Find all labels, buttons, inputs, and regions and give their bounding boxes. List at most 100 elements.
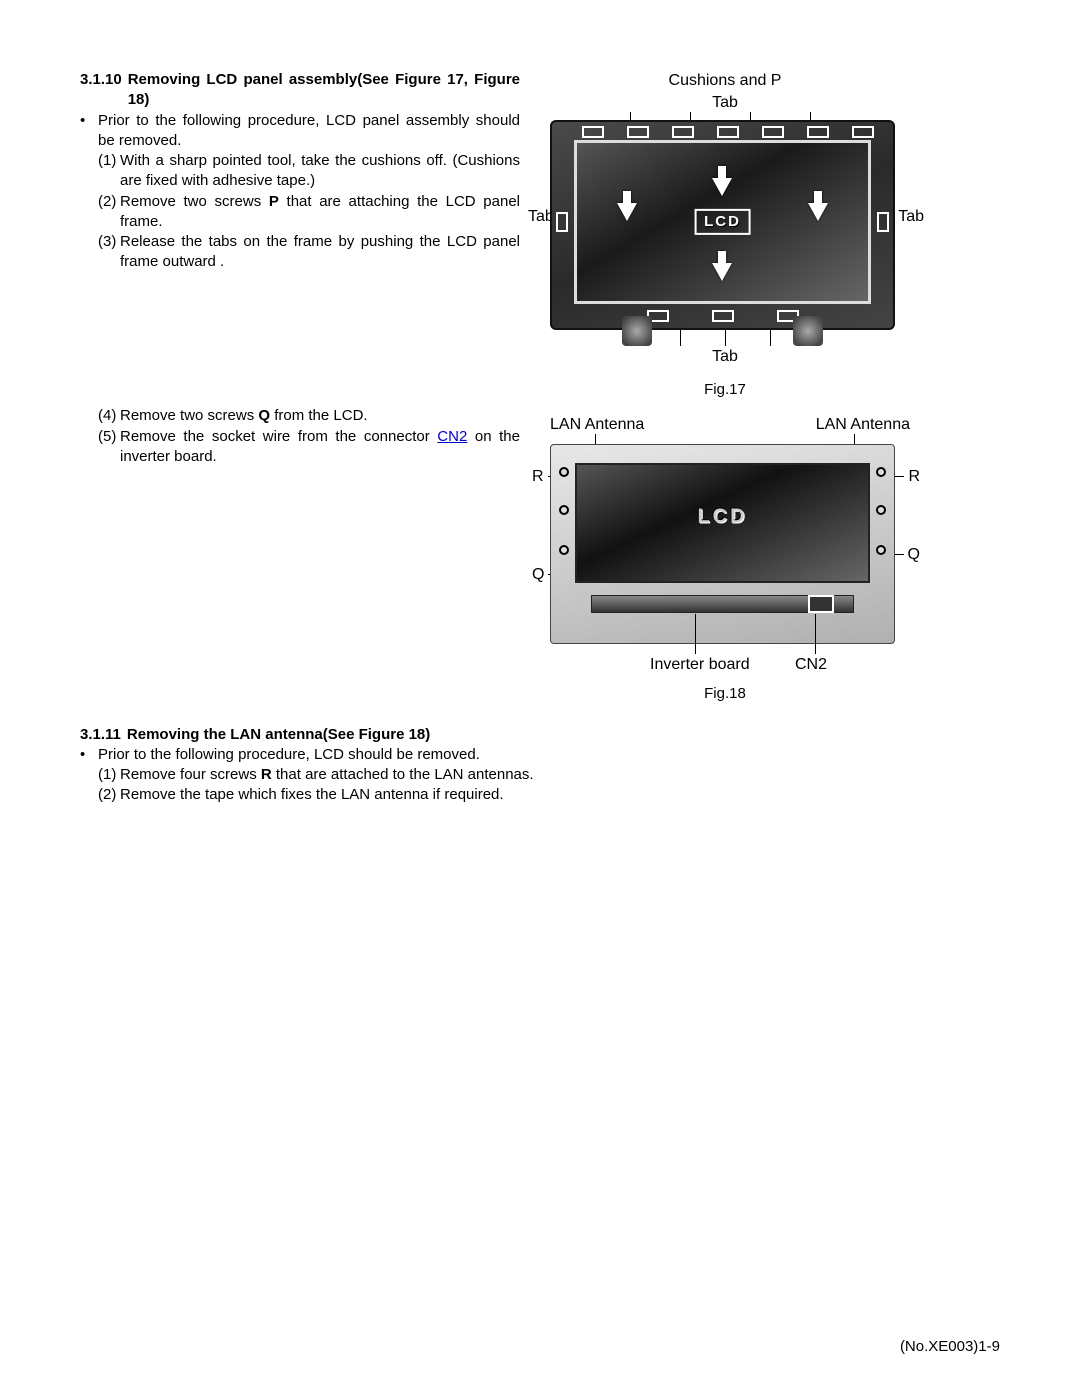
step-number: (2) xyxy=(98,192,120,233)
label-lan-right: LAN Antenna xyxy=(816,414,910,436)
section-heading-3-1-10: 3.1.10 Removing LCD panel assembly(See F… xyxy=(80,70,520,111)
label-Q-right: Q xyxy=(908,544,920,566)
bullet-text: Prior to the following procedure, LCD sh… xyxy=(98,745,600,765)
leader-line xyxy=(725,330,726,346)
section-title: Removing LCD panel assembly(See Figure 1… xyxy=(128,70,520,111)
text-col-1: 3.1.10 Removing LCD panel assembly(See F… xyxy=(80,70,520,400)
label-tab-bottom: Tab xyxy=(712,346,738,368)
fig17-caption: Fig.17 xyxy=(540,380,910,400)
bold-R: R xyxy=(261,766,272,783)
step-number: (2) xyxy=(98,785,120,805)
section-3-1-11: 3.1.11 Removing the LAN antenna(See Figu… xyxy=(80,725,600,806)
step-text: Remove two screws P that are attaching t… xyxy=(120,192,520,233)
page-footer: (No.XE003)1-9 xyxy=(900,1337,1000,1357)
arrow-icon xyxy=(712,263,732,281)
step-s2-1: (1) Remove four screws R that are attach… xyxy=(80,765,600,785)
label-cn2: CN2 xyxy=(795,654,827,676)
step-2: (2) Remove two screws P that are attachi… xyxy=(80,192,520,233)
section-number: 3.1.11 xyxy=(80,725,121,745)
arrow-icon xyxy=(712,178,732,196)
page-content: 3.1.10 Removing LCD panel assembly(See F… xyxy=(80,70,1000,806)
step-text: Release the tabs on the frame by pushing… xyxy=(120,232,520,273)
step-text: Remove the socket wire from the connecto… xyxy=(120,427,520,468)
text-pre: Remove the socket wire from the connecto… xyxy=(120,428,437,445)
cushion-marker xyxy=(852,126,874,138)
fig17-inner-panel: LCD xyxy=(574,140,871,304)
fig17-top-label: Cushions and P Tab xyxy=(669,70,782,113)
text-post: from the LCD. xyxy=(270,407,368,424)
tab-marker xyxy=(556,212,568,232)
step-number: (4) xyxy=(98,406,120,426)
text-post: that are attached to the LAN antennas. xyxy=(272,766,534,783)
step-text: With a sharp pointed tool, take the cush… xyxy=(120,151,520,192)
step-number: (1) xyxy=(98,151,120,192)
tab-marker xyxy=(877,212,889,232)
leader-line xyxy=(815,614,816,654)
lcd-label: LCD xyxy=(697,504,747,531)
lcd-label: LCD xyxy=(694,209,751,235)
bullet-text: Prior to the following procedure, LCD pa… xyxy=(98,111,520,152)
step-text: Remove the tape which fixes the LAN ante… xyxy=(120,785,600,805)
cushion-marker xyxy=(712,310,734,322)
screw-R2 xyxy=(876,505,886,515)
section-number: 3.1.10 xyxy=(80,70,122,111)
fig18-shell: LCD xyxy=(550,444,895,644)
leader-line xyxy=(695,614,696,654)
step-number: (3) xyxy=(98,232,120,273)
step-number: (5) xyxy=(98,427,120,468)
row-1: 3.1.10 Removing LCD panel assembly(See F… xyxy=(80,70,1000,400)
step-s2-2: (2) Remove the tape which fixes the LAN … xyxy=(80,785,600,805)
row-2: (4) Remove two screws Q from the LCD. (5… xyxy=(80,406,1000,704)
screw-R2 xyxy=(559,505,569,515)
link-cn2[interactable]: CN2 xyxy=(437,428,467,445)
step-text: Remove two screws Q from the LCD. xyxy=(120,406,520,426)
bold-Q: Q xyxy=(258,407,270,424)
hinge xyxy=(793,316,823,346)
leader-line xyxy=(680,330,681,346)
fig17-outer-frame: LCD xyxy=(550,120,895,330)
cushion-marker xyxy=(627,126,649,138)
bold-P: P xyxy=(269,193,279,210)
text-pre: Remove four screws xyxy=(120,766,261,783)
hinge xyxy=(622,316,652,346)
arrow-icon xyxy=(617,203,637,221)
text-pre: Remove two screws xyxy=(120,193,269,210)
screw-R xyxy=(559,467,569,477)
screw-R xyxy=(876,467,886,477)
step-3: (3) Release the tabs on the frame by pus… xyxy=(80,232,520,273)
label-tab-top: Tab xyxy=(712,94,738,111)
label-inverter: Inverter board xyxy=(650,654,750,676)
label-lan-left: LAN Antenna xyxy=(550,414,644,436)
section-title: Removing the LAN antenna(See Figure 18) xyxy=(127,725,600,745)
bullet-dot: • xyxy=(80,111,98,152)
screw-Q xyxy=(876,545,886,555)
label-R-left: R xyxy=(532,466,544,488)
figure-18: LAN Antenna LAN Antenna R R Q Q xyxy=(540,414,910,714)
figure-17-col: Cushions and P Tab Tab Tab xyxy=(540,70,910,400)
arrow-icon xyxy=(808,203,828,221)
cushion-marker xyxy=(582,126,604,138)
figure-18-col: LAN Antenna LAN Antenna R R Q Q xyxy=(540,406,910,704)
section-heading-3-1-11: 3.1.11 Removing the LAN antenna(See Figu… xyxy=(80,725,600,745)
step-text: Remove four screws R that are attached t… xyxy=(120,765,600,785)
label-cushions-p: Cushions and P xyxy=(669,72,782,89)
bullet-prior-1: • Prior to the following procedure, LCD … xyxy=(80,111,520,152)
figure-17: Cushions and P Tab Tab Tab xyxy=(540,70,910,380)
label-Q-left: Q xyxy=(532,564,544,586)
label-tab-right: Tab xyxy=(898,206,924,228)
bullet-prior-2: • Prior to the following procedure, LCD … xyxy=(80,745,600,765)
label-R-right: R xyxy=(908,466,920,488)
step-number: (1) xyxy=(98,765,120,785)
cushion-marker xyxy=(717,126,739,138)
step-4: (4) Remove two screws Q from the LCD. xyxy=(80,406,520,426)
text-pre: Remove two screws xyxy=(120,407,258,424)
cushion-marker xyxy=(807,126,829,138)
screw-Q xyxy=(559,545,569,555)
connector-cn2 xyxy=(808,595,834,613)
cushion-marker xyxy=(672,126,694,138)
cushion-marker xyxy=(762,126,784,138)
text-col-2: (4) Remove two screws Q from the LCD. (5… xyxy=(80,406,520,704)
leader-line xyxy=(770,330,771,346)
step-5: (5) Remove the socket wire from the conn… xyxy=(80,427,520,468)
step-1: (1) With a sharp pointed tool, take the … xyxy=(80,151,520,192)
